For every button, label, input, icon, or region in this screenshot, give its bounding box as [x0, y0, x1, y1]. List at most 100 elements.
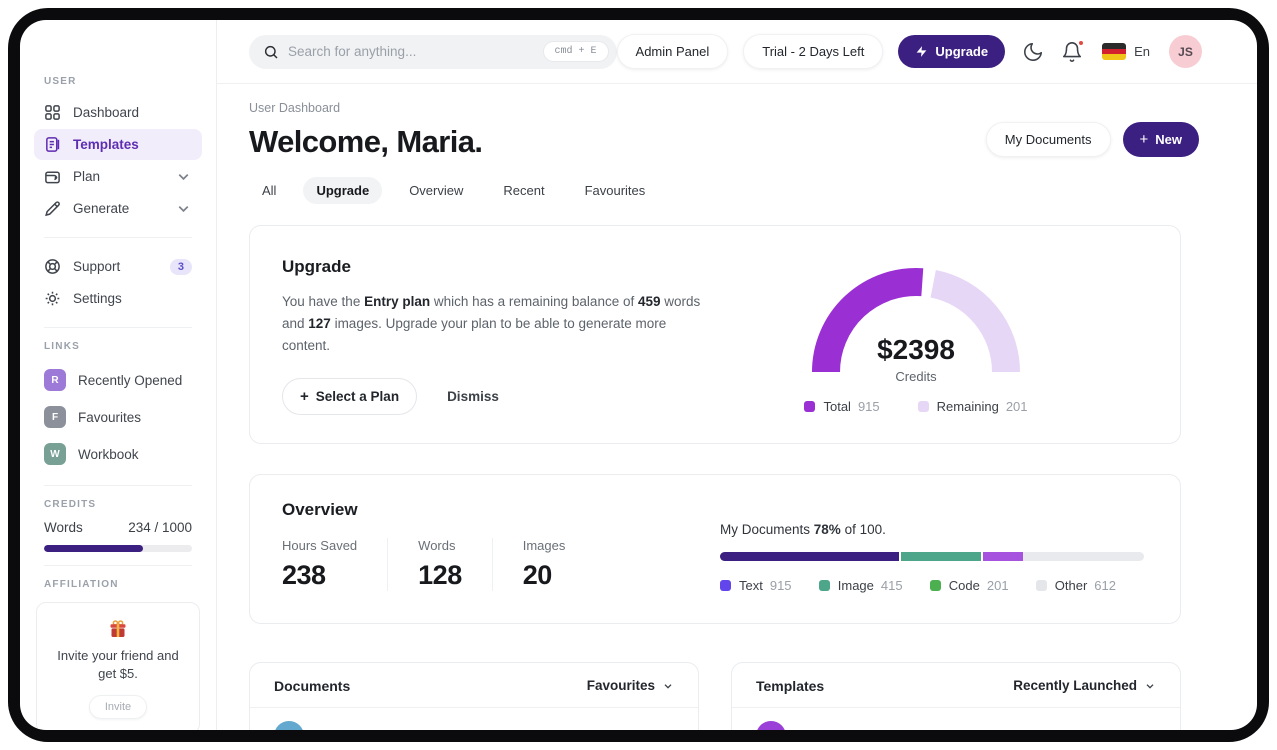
templates-card-title: Templates — [756, 677, 825, 694]
sidebar-item-label: Templates — [73, 137, 139, 152]
legend-swatch — [804, 401, 816, 413]
header-actions: My Documents + New — [985, 122, 1199, 160]
legend-item-image: Image 415 — [818, 578, 903, 593]
sidebar-item-settings[interactable]: Settings — [34, 283, 202, 314]
stat-words: Words 128 — [418, 537, 493, 591]
link-initial-badge: R — [44, 369, 66, 391]
tab-favourites[interactable]: Favourites — [584, 183, 646, 198]
sidebar: USER Dashboard Templates Plan Generate S… — [20, 20, 217, 730]
select-plan-button[interactable]: + Select a Plan — [282, 377, 418, 415]
upgrade-button[interactable]: Upgrade — [898, 35, 1006, 68]
legend-swatch — [929, 579, 941, 591]
filter-tabs: All Upgrade Overview Recent Favourites — [249, 177, 1199, 204]
my-documents-button[interactable]: My Documents — [985, 122, 1111, 157]
template-location: in Workbook — [1084, 728, 1156, 730]
legend-swatch — [917, 401, 929, 413]
credits-gauge: $2398 Credits Total 915 Remaining 201 — [766, 257, 1066, 415]
templates-filter-dropdown[interactable]: Recently Launched — [1013, 678, 1156, 693]
tab-overview[interactable]: Overview — [409, 183, 464, 198]
half-donut-chart: $2398 Credits — [812, 268, 1020, 384]
legend-item-other: Other 612 — [1035, 578, 1116, 593]
topbar-actions: Admin Panel Trial - 2 Days Left Upgrade … — [616, 34, 1202, 69]
affiliation-text: Invite your friend and get $5. — [57, 648, 179, 682]
legend-item-code: Code 201 — [929, 578, 1009, 593]
credits-value: 234 / 1000 — [128, 520, 192, 535]
sidebar-link-favourites[interactable]: F Favourites — [34, 399, 202, 435]
templates-card: Templates Recently Launched Blog Post Ti… — [731, 661, 1181, 730]
documents-progress: My Documents 78% of 100. Text 915 Image — [720, 500, 1144, 599]
sidebar-item-generate[interactable]: Generate — [34, 193, 202, 224]
tab-all[interactable]: All — [262, 183, 277, 198]
dismiss-button[interactable]: Dismiss — [447, 388, 499, 404]
sidebar-section-credits: CREDITS — [44, 499, 97, 510]
chevron-down-icon — [178, 174, 189, 181]
link-initial-badge: W — [44, 443, 66, 465]
documents-bar-legend: Text 915 Image 415 Code 201 — [720, 578, 1144, 593]
template-title: Blog Post Title — [800, 728, 1070, 730]
sidebar-link-label: Recently Opened — [78, 372, 183, 388]
lightning-icon — [916, 46, 927, 57]
gear-icon — [45, 291, 60, 306]
bar-segment-image — [901, 551, 984, 561]
pencil-icon — [45, 201, 60, 217]
chevron-down-icon — [1146, 683, 1154, 689]
main-content: User Dashboard Welcome, Maria. My Docume… — [217, 84, 1257, 730]
sidebar-section-links: LINKS — [44, 341, 80, 352]
document-avatar — [274, 720, 304, 730]
sidebar-divider — [44, 327, 192, 328]
sidebar-item-dashboard[interactable]: Dashboard — [34, 97, 202, 128]
credits-progress-track — [44, 545, 192, 552]
search-icon — [264, 45, 278, 59]
sidebar-item-plan[interactable]: Plan — [34, 161, 202, 192]
document-list-item[interactable]: Untitled Document in Workbook — [250, 708, 698, 730]
tab-upgrade[interactable]: Upgrade — [303, 177, 383, 204]
sidebar-item-label: Settings — [73, 291, 122, 306]
documents-card: Documents Favourites Untitled Document i… — [249, 661, 699, 730]
search-input[interactable] — [288, 44, 534, 59]
trial-status-button[interactable]: Trial - 2 Days Left — [743, 34, 884, 69]
stacked-progress-bar — [720, 551, 1144, 561]
search-bar[interactable]: cmd + E — [249, 34, 617, 69]
credits-row: Words 234 / 1000 — [34, 520, 202, 535]
invite-button[interactable]: Invite — [88, 695, 148, 720]
sidebar-item-support[interactable]: Support 3 — [34, 251, 202, 282]
template-avatar — [756, 720, 786, 730]
stat-hours-saved: Hours Saved 238 — [282, 537, 389, 591]
notifications-button[interactable] — [1061, 38, 1086, 63]
legend-swatch — [818, 579, 830, 591]
sidebar-link-recently-opened[interactable]: R Recently Opened — [34, 362, 202, 398]
sidebar-section-user: USER — [44, 76, 77, 87]
documents-progress-title: My Documents 78% of 100. — [720, 521, 886, 537]
new-button[interactable]: + New — [1122, 122, 1199, 157]
user-avatar[interactable]: JS — [1169, 35, 1202, 68]
sidebar-item-label: Plan — [73, 169, 101, 184]
page-title: Welcome, Maria. — [249, 124, 483, 159]
sidebar-item-label: Dashboard — [73, 105, 140, 120]
language-label: En — [1134, 44, 1150, 59]
sidebar-item-templates[interactable]: Templates — [34, 129, 202, 160]
sidebar-section-affiliation: AFFILIATION — [44, 579, 119, 590]
legend-swatch — [720, 579, 731, 591]
tab-recent[interactable]: Recent — [503, 183, 545, 198]
language-selector[interactable]: En — [1102, 43, 1150, 60]
bell-icon — [1063, 41, 1082, 62]
language-flag-de — [1102, 43, 1127, 60]
admin-panel-button[interactable]: Admin Panel — [616, 34, 729, 69]
device-frame: USER Dashboard Templates Plan Generate S… — [8, 8, 1269, 742]
dark-mode-toggle[interactable] — [1022, 41, 1044, 63]
sidebar-link-workbook[interactable]: W Workbook — [34, 436, 202, 472]
sidebar-divider — [44, 485, 192, 486]
document-title: Untitled Document — [318, 728, 588, 730]
affiliation-card: Invite your friend and get $5. Invite — [36, 602, 200, 730]
legend-item-total: Total 915 — [804, 399, 880, 414]
gauge-center-value: $2398 — [877, 334, 955, 365]
plus-icon: + — [1139, 131, 1149, 148]
notification-dot — [1077, 38, 1086, 47]
bottom-cards: Documents Favourites Untitled Document i… — [249, 661, 1181, 730]
documents-filter-dropdown[interactable]: Favourites — [587, 678, 674, 693]
legend-item-text: Text 915 — [720, 578, 792, 593]
new-button-label: New — [1155, 132, 1182, 147]
overview-stats: Hours Saved 238 Words 128 Images 20 — [282, 537, 672, 591]
dashboard-grid-icon — [45, 105, 60, 120]
template-list-item[interactable]: Blog Post Title in Workbook — [732, 708, 1180, 730]
